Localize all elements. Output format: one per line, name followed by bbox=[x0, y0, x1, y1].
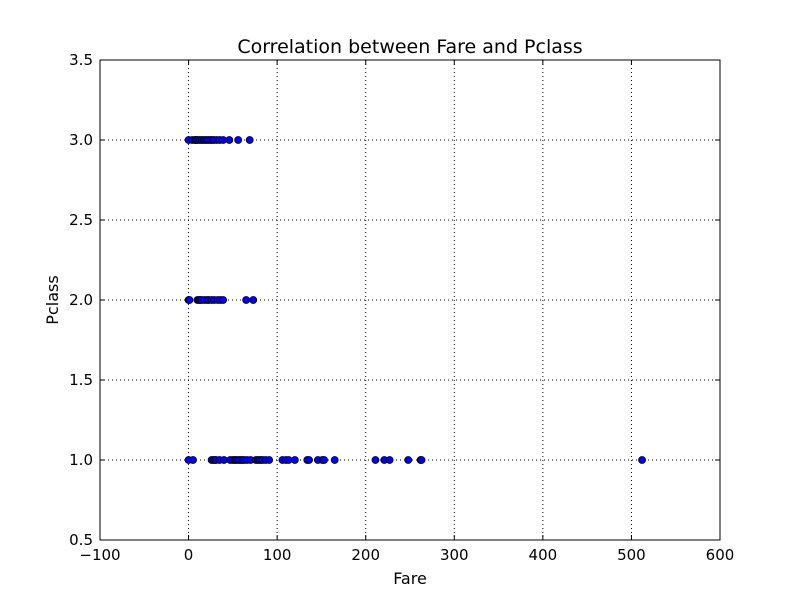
chart-title: Correlation between Fare and Pclass bbox=[237, 36, 582, 58]
data-point bbox=[234, 136, 243, 144]
grid-lines bbox=[100, 60, 720, 540]
data-point bbox=[242, 296, 251, 304]
data-point bbox=[417, 456, 426, 464]
data-point bbox=[219, 296, 228, 304]
data-point bbox=[265, 456, 274, 464]
x-tick-label: 500 bbox=[617, 546, 646, 564]
data-point bbox=[189, 456, 197, 464]
data-point bbox=[320, 456, 328, 464]
x-tick-label: 0 bbox=[184, 546, 194, 564]
data-point bbox=[385, 456, 394, 464]
y-tick-label: 1.5 bbox=[69, 371, 93, 389]
y-tick-label: 3.5 bbox=[69, 51, 93, 69]
data-points bbox=[184, 136, 646, 464]
data-point bbox=[404, 456, 413, 464]
axis-ticks bbox=[99, 59, 721, 541]
x-tick-label: 200 bbox=[351, 546, 380, 564]
data-point bbox=[371, 456, 380, 464]
y-tick-label: 1.0 bbox=[69, 451, 93, 469]
data-point bbox=[225, 136, 234, 144]
x-tick-label: 400 bbox=[529, 546, 558, 564]
data-point bbox=[290, 456, 299, 464]
y-tick-label: 2.5 bbox=[69, 211, 93, 229]
y-tick-label: 3.0 bbox=[69, 131, 93, 149]
x-axis-title: Fare bbox=[393, 569, 427, 588]
data-point bbox=[638, 456, 646, 464]
x-tick-label: −100 bbox=[79, 546, 120, 564]
x-tick-label: 300 bbox=[440, 546, 469, 564]
x-tick-label: 100 bbox=[263, 546, 292, 564]
tick-labels: −100 0 100 200 300 400 500 600 0.5 1.0 1.5 2.0 2.5 3.… bbox=[69, 51, 734, 564]
y-axis-title: Pclass bbox=[43, 275, 62, 324]
data-point bbox=[249, 296, 258, 304]
y-tick-label: 2.0 bbox=[69, 291, 93, 309]
data-point bbox=[305, 456, 313, 464]
data-point bbox=[245, 136, 254, 144]
y-tick-label: 0.5 bbox=[69, 531, 93, 549]
data-point bbox=[185, 296, 194, 304]
data-point bbox=[330, 456, 339, 464]
x-tick-label: 600 bbox=[706, 546, 735, 564]
